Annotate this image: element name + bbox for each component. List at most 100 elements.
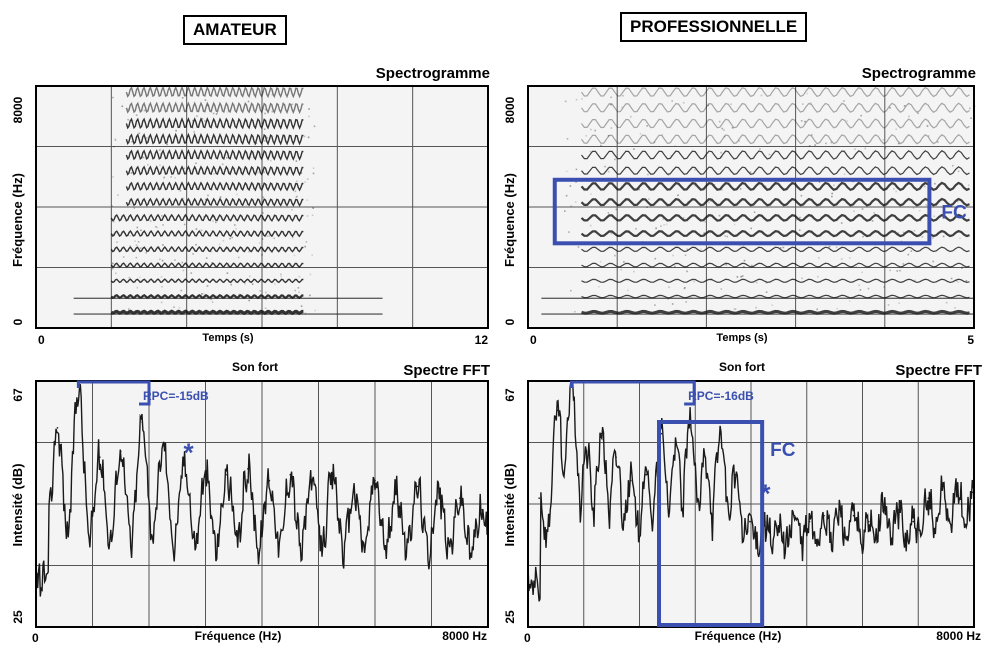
spectrogram-speckle <box>825 142 827 145</box>
fft-peak-point <box>141 421 144 423</box>
spectrogram-speckle <box>720 151 722 154</box>
spectrogram-speckle <box>686 270 688 273</box>
spectrogram-speckle <box>703 232 705 234</box>
spectrogram-speckle <box>175 129 177 132</box>
spectrogram-speckle <box>725 264 728 266</box>
fft-peak-point <box>674 444 677 447</box>
spectrogram-speckle <box>312 172 315 175</box>
spectrogram-speckle <box>746 201 749 203</box>
spectrogram-speckle <box>238 293 240 296</box>
spectrogram-speckle <box>264 112 266 115</box>
spectrogram-speckle <box>913 229 916 232</box>
spectrogram-speckle <box>298 275 301 278</box>
spectrogram-speckle <box>895 128 897 130</box>
spectrogram-speckle <box>264 108 267 111</box>
y-tick-label: 67 <box>11 388 25 402</box>
spectrogram-speckle <box>726 235 729 238</box>
spectrogram-speckle <box>952 164 954 167</box>
spectrogram-speckle <box>961 266 964 269</box>
spectrogram-speckle <box>206 285 209 287</box>
spectrogram-speckle <box>867 287 870 290</box>
spectrogram-speckle <box>816 308 818 311</box>
spectrogram-speckle <box>799 216 801 219</box>
spectrogram-speckle <box>131 140 134 143</box>
y-axis-label: Fréquence (Hz) <box>10 173 25 267</box>
spectrogram-speckle <box>718 214 721 217</box>
spectrogram-speckle <box>855 265 858 268</box>
spectrogram-speckle <box>211 301 214 303</box>
spectrogram-speckle <box>743 312 746 315</box>
spectrogram-harmonic <box>580 181 970 192</box>
fft-peak-point <box>897 509 899 511</box>
rpc-bracket <box>569 380 696 406</box>
spectrogram-speckle <box>245 120 248 123</box>
spectrogram-speckle <box>610 103 612 106</box>
spectrogram-speckle <box>170 176 172 178</box>
spectrogram-speckle <box>161 259 164 262</box>
spectrogram-speckle <box>249 275 251 278</box>
spectrogram-speckle <box>261 238 264 240</box>
spectrogram-speckle <box>193 131 195 133</box>
spectrogram-speckle <box>610 232 613 235</box>
spectrogram-harmonic <box>580 197 970 207</box>
spectrogram-speckle <box>131 119 134 122</box>
spectrogram-speckle <box>205 257 208 259</box>
spectrogram-speckle <box>226 272 229 274</box>
spectrogram-speckle <box>630 115 632 118</box>
spectrogram-speckle <box>291 208 293 211</box>
spectrogram-speckle <box>129 214 132 216</box>
spectrogram-speckle <box>180 289 183 292</box>
spectrogram-speckle <box>182 197 185 200</box>
x-axis-label: Temps (s) <box>202 332 253 344</box>
spectrogram-speckle <box>662 218 664 221</box>
professional-header: PROFESSIONNELLE <box>620 12 808 42</box>
spectrogram-speckle <box>884 147 887 149</box>
spectrogram-speckle <box>610 96 612 99</box>
spectrogram-speckle <box>296 180 298 183</box>
spectrogram-speckle <box>280 126 282 129</box>
spectrogram-harmonic <box>581 262 970 268</box>
spectrogram-speckle <box>297 287 300 289</box>
spectrogram-speckle <box>720 156 723 158</box>
spectrogram-speckle <box>959 237 961 239</box>
spectrogram-speckle <box>590 128 592 131</box>
spectrogram-speckle <box>908 115 910 118</box>
spectrogram-speckle <box>162 224 164 226</box>
spectrogram-speckle <box>733 308 736 310</box>
spectrogram-speckle <box>806 92 808 95</box>
spectrogram-speckle <box>902 231 905 234</box>
fc-label: FC <box>770 440 796 461</box>
fft-peak-point <box>395 491 398 494</box>
spectrogram-speckle <box>230 283 232 286</box>
spectrogram-speckle <box>899 269 901 272</box>
spectrogram-speckle <box>183 167 186 170</box>
spectrogram-speckle <box>914 279 916 282</box>
spectrogram-speckle <box>215 221 217 224</box>
spectrogram-speckle <box>614 254 616 257</box>
spectrogram-speckle <box>162 244 164 246</box>
spectrogram-speckle <box>957 281 960 283</box>
spectrogram-speckle <box>170 157 173 159</box>
spectrogram-speckle <box>810 215 812 217</box>
spectrogram-speckle <box>265 298 267 300</box>
fft-peak-point <box>882 503 885 505</box>
spectrogram-speckle <box>112 220 115 223</box>
spectrogram-speckle <box>654 257 657 260</box>
spectrogram-speckle <box>264 307 267 309</box>
spectrogram-speckle <box>161 285 163 288</box>
spectrogram-speckle <box>196 115 198 117</box>
fft-peak-point <box>852 514 855 517</box>
spectrogram-speckle <box>810 102 812 104</box>
spectrogram-speckle <box>954 307 956 309</box>
spectrogram-speckle <box>620 268 622 271</box>
y-tick-label: 67 <box>503 388 517 402</box>
spectrogram-speckle <box>288 168 290 170</box>
spectrogram-speckle <box>210 251 213 253</box>
spectrogram-speckle <box>646 125 648 127</box>
spectrogram-speckle <box>207 248 209 250</box>
fft-peak-point <box>438 491 440 494</box>
spectrogram-speckle <box>694 168 696 171</box>
spectrogram-speckle <box>926 125 929 127</box>
spectrogram-harmonic <box>581 150 970 160</box>
spectrogram-speckle <box>212 112 215 115</box>
